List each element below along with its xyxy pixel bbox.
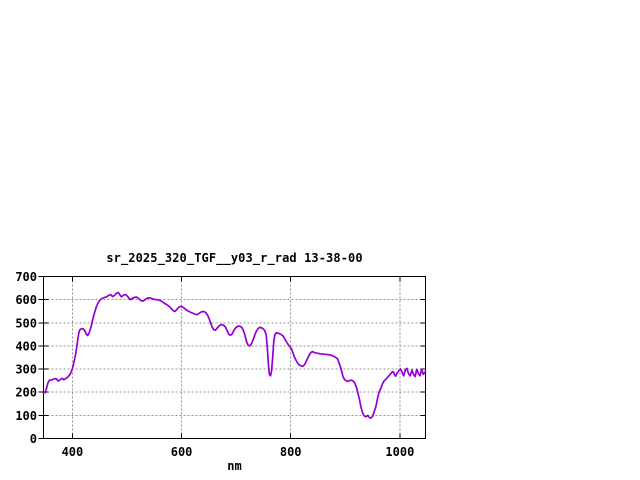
y-tick-label: 700 xyxy=(15,270,37,284)
y-tick-label: 100 xyxy=(15,409,37,423)
x-tick-label: 800 xyxy=(280,445,302,459)
plot-border xyxy=(43,276,426,439)
y-tick-label: 0 xyxy=(30,432,37,446)
y-tick-label: 400 xyxy=(15,339,37,353)
y-tick-label: 600 xyxy=(15,293,37,307)
x-axis-label: nm xyxy=(227,459,241,473)
y-tick-label: 500 xyxy=(15,316,37,330)
x-tick-label: 600 xyxy=(171,445,193,459)
y-tick-label: 200 xyxy=(15,386,37,400)
x-tick-label: 400 xyxy=(62,445,84,459)
spectrum-line xyxy=(42,291,427,419)
y-tick-label: 300 xyxy=(15,363,37,377)
x-tick-label: 1000 xyxy=(385,445,414,459)
chart-title: sr_2025_320_TGF__y03_r_rad 13-38-00 xyxy=(106,251,362,266)
